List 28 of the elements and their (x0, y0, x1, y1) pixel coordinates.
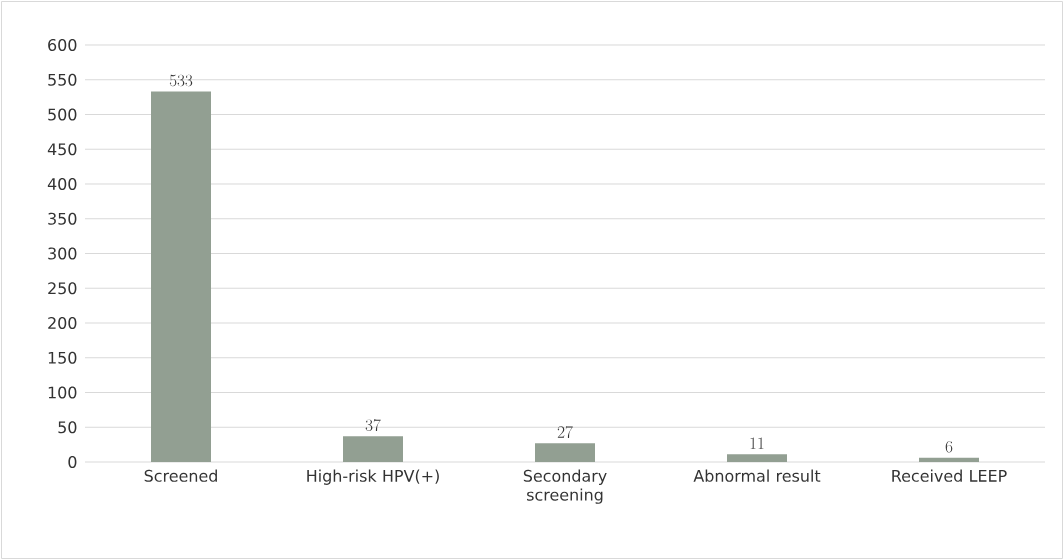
x-tick-label: Screened (144, 469, 217, 482)
y-tick-label: 50 (58, 421, 77, 434)
x-tick-label: Secondary screening (523, 469, 607, 504)
bar (535, 443, 595, 462)
data-label: 27 (557, 426, 573, 438)
y-tick-label: 150 (48, 351, 77, 364)
y-tick-label: 600 (48, 38, 77, 52)
data-label: 37 (365, 419, 381, 432)
y-tick-label: 0 (68, 455, 77, 469)
bar (919, 457, 979, 462)
x-tick-label: High-risk HPV(+) (307, 469, 439, 485)
y-tick-label: 350 (48, 212, 77, 225)
y-tick-label: 300 (48, 247, 77, 260)
x-tick-label: Abnormal result (693, 469, 821, 482)
y-tick-label: 450 (47, 143, 77, 156)
bar (727, 454, 787, 462)
y-tick-label: 550 (48, 73, 77, 86)
data-label: 11 (750, 437, 764, 449)
y-tick-label: 400 (47, 177, 77, 191)
x-tick-label: Received LEEP (892, 469, 1007, 482)
y-tick-label: 500 (48, 108, 77, 121)
y-tick-label: 200 (48, 316, 77, 330)
data-label: 6 (945, 440, 953, 453)
bar (151, 91, 211, 462)
bar (343, 436, 403, 462)
data-label: 533 (169, 74, 193, 87)
y-tick-label: 250 (48, 282, 77, 295)
y-tick-label: 100 (48, 386, 77, 399)
